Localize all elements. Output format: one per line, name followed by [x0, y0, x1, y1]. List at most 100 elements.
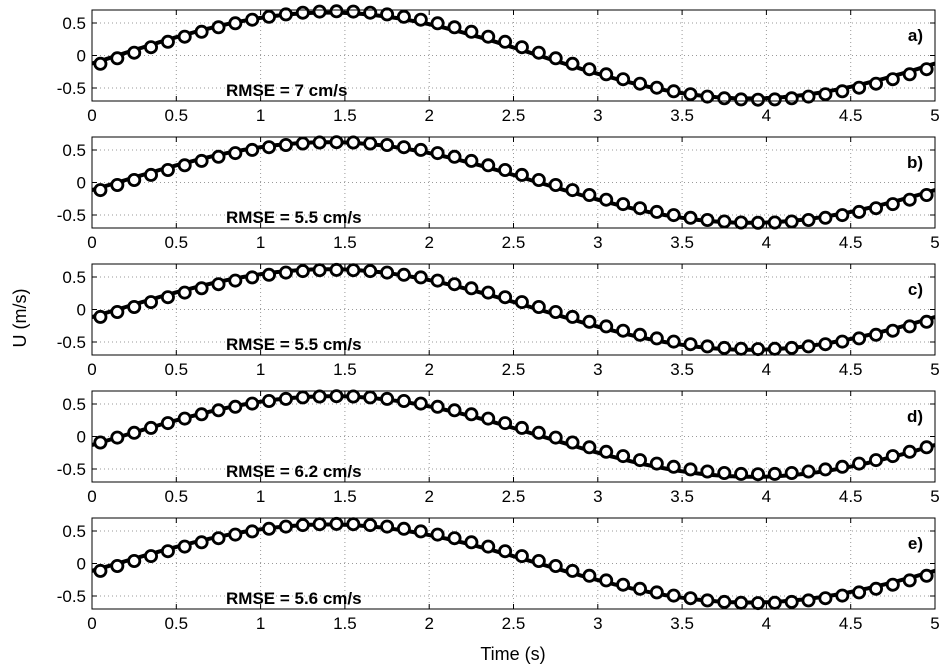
observed-point [464, 407, 479, 422]
observed-point [700, 212, 715, 227]
observed-point [717, 465, 732, 480]
observed-point [548, 304, 563, 319]
observed-point [93, 183, 108, 198]
observed-point [160, 162, 175, 177]
observed-point [110, 177, 125, 192]
observed-point [649, 456, 664, 471]
observed-point [818, 591, 833, 606]
x-tick-label: 1 [256, 233, 265, 252]
observed-point [902, 67, 917, 82]
x-tick-label: 3.5 [670, 614, 694, 633]
observed-point [447, 403, 462, 418]
observed-point [245, 142, 260, 157]
observed-point [127, 554, 142, 569]
observed-point [312, 517, 327, 532]
x-tick-label: 4.5 [839, 233, 863, 252]
observed-point [160, 34, 175, 49]
observed-point [143, 167, 158, 182]
x-tick-label: 0 [87, 614, 96, 633]
observed-point [902, 573, 917, 588]
rmse-annotation: RMSE = 5.5 cm/s [226, 335, 362, 354]
observed-point [413, 12, 428, 27]
observed-point [734, 466, 749, 481]
observed-point [548, 51, 563, 66]
observed-point [852, 585, 867, 600]
observed-point [801, 89, 816, 104]
observed-point [278, 137, 293, 152]
x-tick-label: 3.5 [670, 360, 694, 379]
x-tick-label: 2 [424, 487, 433, 506]
observed-point [413, 142, 428, 157]
rmse-annotation: RMSE = 5.5 cm/s [226, 208, 362, 227]
observed-point [801, 593, 816, 608]
panel-e: 0 0.5 1 1.5 2 2.5 3 3.5 4 4.5 50.50-0.5e)RMSE = 5.… [57, 516, 940, 633]
x-tick-label: 3 [593, 360, 602, 379]
x-tick-label: 1.5 [333, 614, 357, 633]
observed-point [447, 149, 462, 164]
observed-point [143, 295, 158, 310]
observed-point [734, 92, 749, 107]
observed-point [616, 577, 631, 592]
observed-point [228, 273, 243, 288]
observed-point [481, 539, 496, 554]
observed-point [531, 172, 546, 187]
observed-point [565, 56, 580, 71]
x-tick-label: 1.5 [333, 360, 357, 379]
observed-point [734, 215, 749, 230]
observed-point [565, 435, 580, 450]
x-tick-label: 1 [256, 614, 265, 633]
observed-point [160, 416, 175, 431]
panel-b: 0 0.5 1 1.5 2 2.5 3 3.5 4 4.5 50.50-0.5b)RMSE = 5.… [57, 135, 940, 252]
observed-point [312, 135, 327, 150]
observed-point [245, 396, 260, 411]
observed-point [902, 319, 917, 334]
observed-point [380, 391, 395, 406]
y-axis-label: U (m/s) [10, 289, 30, 348]
rmse-annotation: RMSE = 6.2 cm/s [226, 462, 362, 481]
y-tick-label: 0 [77, 301, 86, 320]
x-tick-label: 2.5 [502, 106, 526, 125]
observed-point [869, 453, 884, 468]
observed-point [211, 277, 226, 292]
observed-point [885, 197, 900, 212]
observed-point [531, 45, 546, 60]
observed-point [211, 20, 226, 35]
x-tick-label: 0.5 [164, 614, 188, 633]
observed-point [143, 420, 158, 435]
observed-point [902, 444, 917, 459]
observed-point [245, 12, 260, 27]
observed-point [413, 396, 428, 411]
panel-c: 0 0.5 1 1.5 2 2.5 3 3.5 4 4.5 50.50-0.5c)RMSE = 5.… [57, 262, 940, 379]
observed-point [464, 153, 479, 168]
observed-point [835, 459, 850, 474]
panels: 0 0.5 1 1.5 2 2.5 3 3.5 4 4.5 50.50-0.5a)RMSE = 7 … [57, 4, 940, 633]
observed-point [885, 577, 900, 592]
rmse-annotation: RMSE = 7 cm/s [226, 81, 347, 100]
x-tick-label: 5 [930, 106, 939, 125]
observed-point [616, 197, 631, 212]
observed-point [346, 135, 361, 150]
observed-point [818, 210, 833, 225]
x-tick-label: 1 [256, 106, 265, 125]
y-tick-label: -0.5 [57, 460, 86, 479]
observed-point [261, 140, 276, 155]
x-tick-label: 2 [424, 106, 433, 125]
observed-point [363, 136, 378, 151]
y-tick-label: 0 [77, 174, 86, 193]
observed-point [413, 524, 428, 539]
observed-point [514, 40, 529, 55]
observed-point [396, 140, 411, 155]
observed-point [380, 265, 395, 280]
x-tick-label: 1.5 [333, 487, 357, 506]
y-tick-label: 0 [77, 555, 86, 574]
observed-point [329, 262, 344, 277]
observed-point [616, 449, 631, 464]
observed-point [261, 521, 276, 536]
observed-point [818, 87, 833, 102]
observed-point [228, 16, 243, 31]
observed-point [700, 593, 715, 608]
observed-point [447, 277, 462, 292]
observed-point [869, 201, 884, 216]
x-tick-label: 2.5 [502, 233, 526, 252]
y-tick-label: 0 [77, 428, 86, 447]
